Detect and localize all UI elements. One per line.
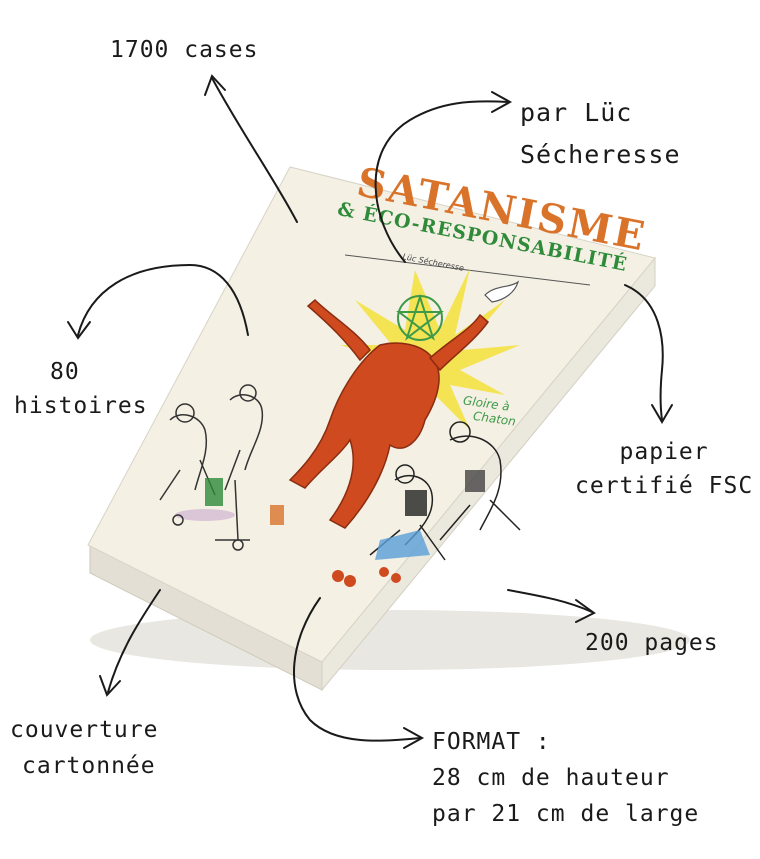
- bottom-doodles: [332, 567, 401, 587]
- label-paper-line-2: certifié FSC: [575, 473, 754, 499]
- label-author: par Lüc Sécheresse: [520, 92, 681, 176]
- arrow-pages-head: [575, 599, 596, 623]
- arrow-pages: [507, 589, 593, 613]
- arrow-author: [374, 100, 509, 263]
- label-stories-line-1: 80: [50, 359, 80, 385]
- arrow-paper-head: [651, 404, 673, 424]
- label-cover-line-2: cartonnée: [22, 753, 156, 779]
- label-cover-line-1: couverture: [10, 717, 159, 743]
- crowd-left-colors: [175, 478, 284, 525]
- label-cover: couverture cartonnée: [10, 712, 158, 784]
- pentagram: [396, 293, 444, 341]
- arrow-format-head: [403, 727, 425, 749]
- devil-figure: [288, 298, 490, 529]
- arrow-author-head: [491, 91, 513, 113]
- arrow-stories-head: [67, 321, 91, 340]
- label-stories: 80 histoires: [14, 355, 148, 423]
- label-cases: 1700 cases: [110, 37, 259, 63]
- scooter-doodle: [172, 479, 250, 551]
- arrow-stories: [77, 263, 249, 336]
- label-format-line-3: par 21 cm de large: [432, 801, 700, 827]
- label-author-line-1: par Lüc: [520, 98, 633, 127]
- arrow-cases-head: [204, 74, 226, 96]
- label-format-line-2: 28 cm de hauteur: [432, 765, 670, 791]
- label-pages: 200 pages: [585, 630, 719, 656]
- arrow-format: [293, 597, 421, 742]
- arrow-cover-head: [99, 675, 121, 697]
- arrow-cases: [211, 77, 298, 223]
- label-format: FORMAT : 28 cm de hauteur par 21 cm de l…: [432, 724, 699, 832]
- subtitle-underline: [344, 254, 591, 286]
- label-paper: papier certifié FSC: [575, 435, 753, 503]
- bird-doodle: [484, 280, 520, 303]
- label-paper-line-1: papier: [619, 439, 709, 465]
- label-format-line-1: FORMAT :: [432, 729, 551, 755]
- label-author-line-2: Sécheresse: [520, 140, 681, 169]
- label-stories-line-2: histoires: [14, 393, 148, 419]
- arrow-paper: [624, 284, 664, 421]
- crowd-right-colors: [375, 470, 485, 560]
- arrow-cover: [107, 589, 161, 693]
- crowd-left: [159, 384, 264, 501]
